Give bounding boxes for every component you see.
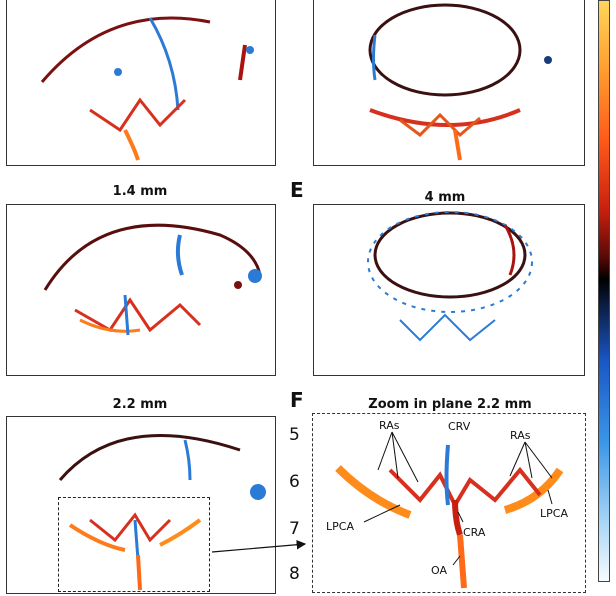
vessel-blob (248, 269, 262, 283)
vessel-blob (250, 484, 266, 500)
zoom-arrow-line (211, 539, 307, 553)
label-lpca-left: LPCA (326, 520, 354, 533)
vessel-blob (544, 56, 552, 64)
vessel-arc (148, 17, 180, 111)
vessel-lpca-left (335, 465, 412, 519)
vessel-arc (40, 16, 211, 83)
vessel-branch (183, 439, 192, 481)
panel-e-letter: E (290, 178, 304, 202)
zoom-y-tick: 7 (289, 519, 300, 539)
panel-top-right (313, 0, 585, 166)
vessel-branch (123, 129, 140, 161)
vessel-branch (133, 519, 140, 561)
vessel-branch (399, 313, 496, 342)
vessel-ring (367, 211, 533, 313)
label-cra: CRA (463, 526, 486, 539)
label-crv: CRV (448, 420, 471, 433)
vessel-cra (452, 499, 463, 536)
vessel-branch (369, 108, 521, 127)
vessel-branch (503, 224, 516, 276)
vessel-blob (234, 281, 242, 289)
panel-c (6, 204, 276, 376)
label-ras-right: RAs (510, 429, 531, 442)
vessel-arc (58, 434, 241, 481)
panel-e-title: 4 mm (424, 190, 466, 205)
panel-f-title: Zoom in plane 2.2 mm (368, 397, 532, 412)
vessel-branch (89, 97, 187, 133)
panel-f-letter: F (290, 388, 304, 412)
vessel-branch (453, 129, 462, 161)
vessel-branch (399, 112, 481, 138)
panel-top-left (6, 0, 276, 166)
vessel-blob (114, 68, 122, 76)
vessel-branch (238, 44, 247, 81)
vessel-crv (444, 444, 450, 506)
zoom-y-tick: 8 (289, 564, 300, 584)
label-lpca-right: LPCA (540, 507, 568, 520)
vessel-branch (89, 512, 172, 543)
zoom-region-box (58, 497, 210, 592)
panel-d-title: 2.2 mm (112, 397, 168, 412)
vessel-branch (79, 318, 141, 333)
vessel-branch (68, 523, 126, 552)
zoom-y-tick: 5 (289, 425, 300, 445)
vessel-blob (246, 46, 254, 54)
vessel-ring (368, 3, 522, 97)
panel-c-title: 1.4 mm (112, 184, 168, 199)
vessel-ring (373, 211, 527, 299)
vessel-oa (457, 534, 467, 589)
vessel-branch (159, 518, 202, 547)
vessel-arc (43, 223, 262, 291)
label-oa: OA (431, 564, 447, 577)
vessel-branch (74, 297, 202, 333)
panel-e (313, 204, 585, 376)
vessel-branch (388, 466, 542, 510)
vessel-branch (123, 294, 130, 336)
label-ras-left: RAs (379, 419, 400, 432)
vessel-lpca-right (503, 467, 564, 514)
vessel-branch (136, 554, 142, 591)
vessel-branch (372, 34, 377, 81)
colorbar (598, 0, 610, 582)
zoom-y-tick: 6 (289, 472, 300, 492)
vessel-branch (175, 234, 184, 276)
